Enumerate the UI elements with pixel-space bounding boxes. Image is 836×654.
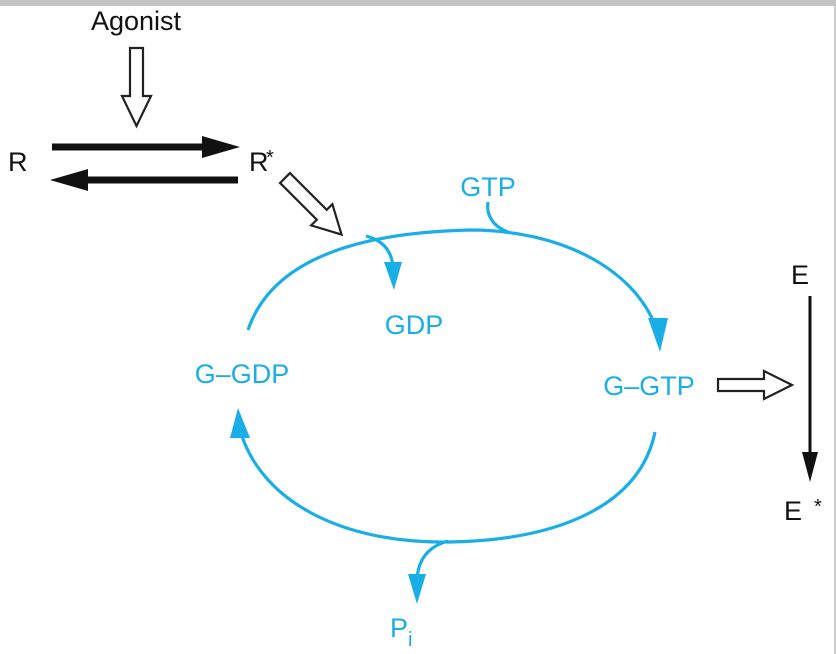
effector-arrowhead-icon <box>802 452 818 482</box>
receptor-r-star-label: R <box>249 147 269 177</box>
receptor-r-label: R <box>8 147 28 177</box>
e-star-superscript: * <box>814 496 822 518</box>
gtp-entry-curve <box>486 201 509 234</box>
gdp-exit-arrowhead-icon <box>384 262 402 290</box>
cycle-top-arc <box>246 228 657 331</box>
g-gdp-label: G–GDP <box>195 359 290 389</box>
r-star-superscript: * <box>266 147 274 169</box>
gdp-label: GDP <box>385 310 444 340</box>
pi-exit-arrowhead-icon <box>408 574 426 604</box>
agonist-arrow-icon <box>120 46 153 129</box>
g-gtp-to-effector-arrow-icon <box>716 369 795 401</box>
cycle-bottom-arc <box>238 429 657 544</box>
cycle-bottom-arrowhead-icon <box>230 408 250 438</box>
agonist-label: Agonist <box>91 6 182 36</box>
effector-e-star-label: E <box>784 496 802 526</box>
backward-arrowhead-icon <box>50 169 88 191</box>
gtp-label: GTP <box>460 172 516 202</box>
top-border <box>0 0 836 6</box>
pi-label: P <box>390 613 408 643</box>
effector-e-label: E <box>791 260 809 290</box>
forward-arrowhead-icon <box>202 136 240 158</box>
r-star-to-cycle-arrow-icon <box>278 171 344 237</box>
pi-subscript: i <box>408 629 412 651</box>
g-gtp-label: G–GTP <box>603 371 695 401</box>
cycle-top-arrowhead-icon <box>648 318 668 352</box>
